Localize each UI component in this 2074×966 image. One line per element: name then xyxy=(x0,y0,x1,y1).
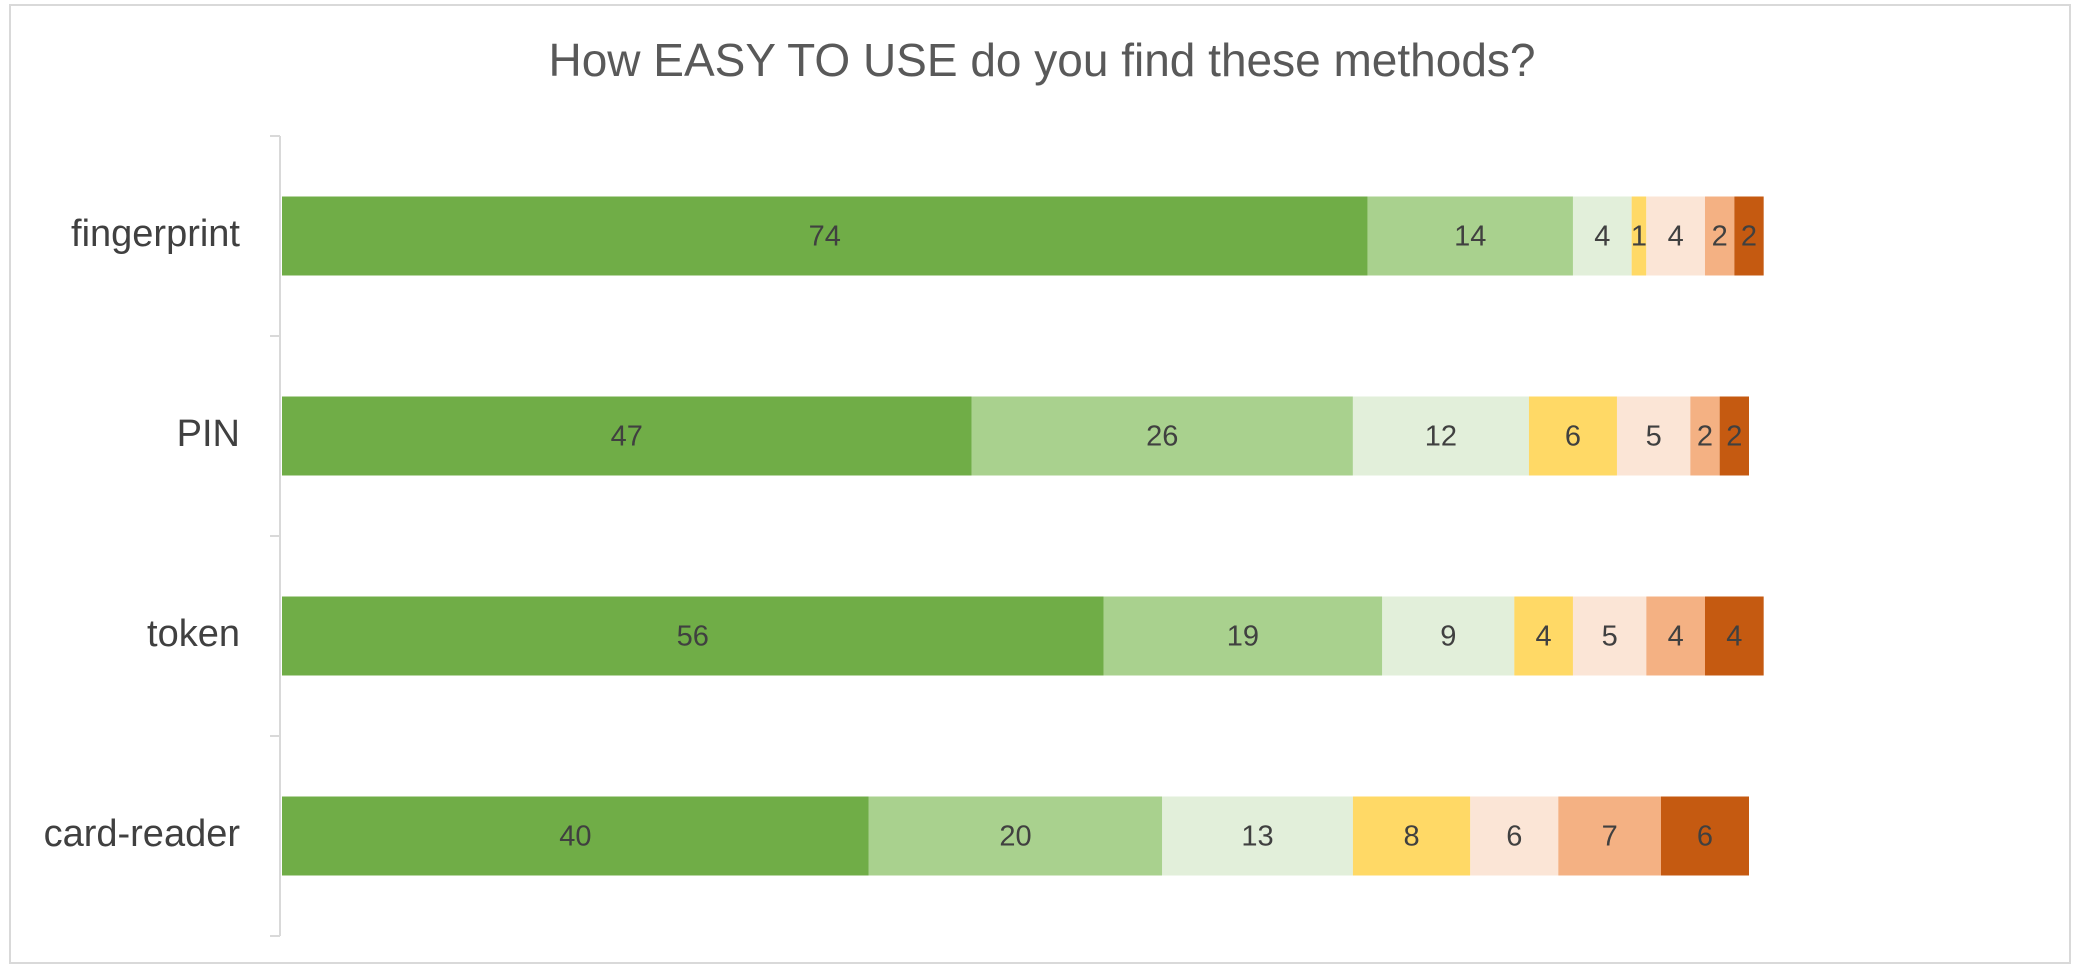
bar-segment xyxy=(1616,396,1691,476)
bar-segment xyxy=(1367,196,1573,276)
data-label: 4 xyxy=(1726,621,1742,653)
data-label: 1 xyxy=(1631,221,1647,253)
bar-segment xyxy=(1646,196,1705,276)
bar-segment xyxy=(1572,596,1647,676)
data-label: 2 xyxy=(1712,221,1728,253)
bar-segment xyxy=(971,396,1353,476)
bar-segment xyxy=(1690,396,1720,476)
data-label: 20 xyxy=(999,821,1031,853)
data-label: 2 xyxy=(1741,221,1757,253)
data-label: 2 xyxy=(1697,421,1713,453)
data-label: 6 xyxy=(1565,421,1581,453)
data-label: 74 xyxy=(809,221,841,253)
bar-segment xyxy=(282,796,869,876)
bar-segment xyxy=(1631,196,1647,276)
bar-segment xyxy=(1470,796,1559,876)
data-label: 19 xyxy=(1227,621,1259,653)
bar-segment xyxy=(1528,396,1617,476)
category-label: card-reader xyxy=(44,813,241,855)
bar-segment xyxy=(282,396,972,476)
data-label: 7 xyxy=(1602,821,1618,853)
data-label: 4 xyxy=(1668,621,1684,653)
bar-segment xyxy=(1382,596,1515,676)
bar-segment xyxy=(1704,196,1735,276)
bar-segment xyxy=(1514,596,1573,676)
data-label: 6 xyxy=(1697,821,1713,853)
bar-segment xyxy=(1103,596,1383,676)
data-label: 4 xyxy=(1536,621,1552,653)
data-label: 12 xyxy=(1425,421,1457,453)
data-label: 47 xyxy=(611,421,643,453)
data-label: 14 xyxy=(1454,221,1486,253)
data-label: 4 xyxy=(1668,221,1684,253)
data-label: 56 xyxy=(677,621,709,653)
bar-segment xyxy=(1352,396,1529,476)
data-label: 9 xyxy=(1440,621,1456,653)
data-label: 5 xyxy=(1602,621,1618,653)
data-label: 2 xyxy=(1726,421,1742,453)
category-label: PIN xyxy=(177,413,240,455)
data-label: 13 xyxy=(1241,821,1273,853)
category-label: token xyxy=(147,613,240,655)
data-label: 26 xyxy=(1146,421,1178,453)
bar-segment xyxy=(1646,596,1705,676)
bar-segment xyxy=(1660,796,1749,876)
data-label: 6 xyxy=(1506,821,1522,853)
bar-segment xyxy=(868,796,1163,876)
data-label: 4 xyxy=(1594,221,1610,253)
bar-segment xyxy=(1704,596,1764,676)
bar-segment xyxy=(1572,196,1632,276)
chart-title: How EASY TO USE do you find these method… xyxy=(548,34,1535,86)
bar-segment xyxy=(282,196,1368,276)
category-label: fingerprint xyxy=(71,213,240,255)
bar-segment xyxy=(1352,796,1471,876)
bar-segment xyxy=(1558,796,1661,876)
data-label: 5 xyxy=(1646,421,1662,453)
data-label: 40 xyxy=(559,821,591,853)
bar-segment xyxy=(282,596,1104,676)
data-label: 8 xyxy=(1404,821,1420,853)
bar-segment xyxy=(1719,396,1749,476)
bar-segment xyxy=(1162,796,1353,876)
bar-segment xyxy=(1734,196,1764,276)
